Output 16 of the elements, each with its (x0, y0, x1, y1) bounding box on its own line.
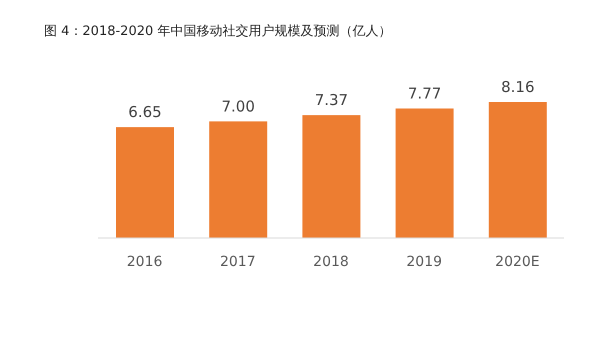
chart-title: 图 4：2018-2020 年中国移动社交用户规模及预测（亿人） (44, 23, 392, 40)
x-tick-label: 2017 (220, 254, 256, 270)
x-tick-label: 2019 (406, 254, 442, 270)
x-tick-label: 2018 (313, 254, 349, 270)
x-tick-label: 2020E (495, 254, 540, 270)
bar (396, 108, 454, 238)
data-label: 7.37 (314, 91, 348, 110)
data-label: 8.16 (501, 78, 535, 96)
data-label: 7.00 (221, 97, 255, 116)
bar (209, 121, 268, 238)
bar (488, 102, 547, 238)
data-label: 6.65 (128, 103, 162, 122)
bar (302, 115, 360, 238)
bar (116, 127, 174, 238)
data-label: 7.77 (408, 84, 442, 102)
x-tick-label: 2016 (126, 254, 162, 270)
